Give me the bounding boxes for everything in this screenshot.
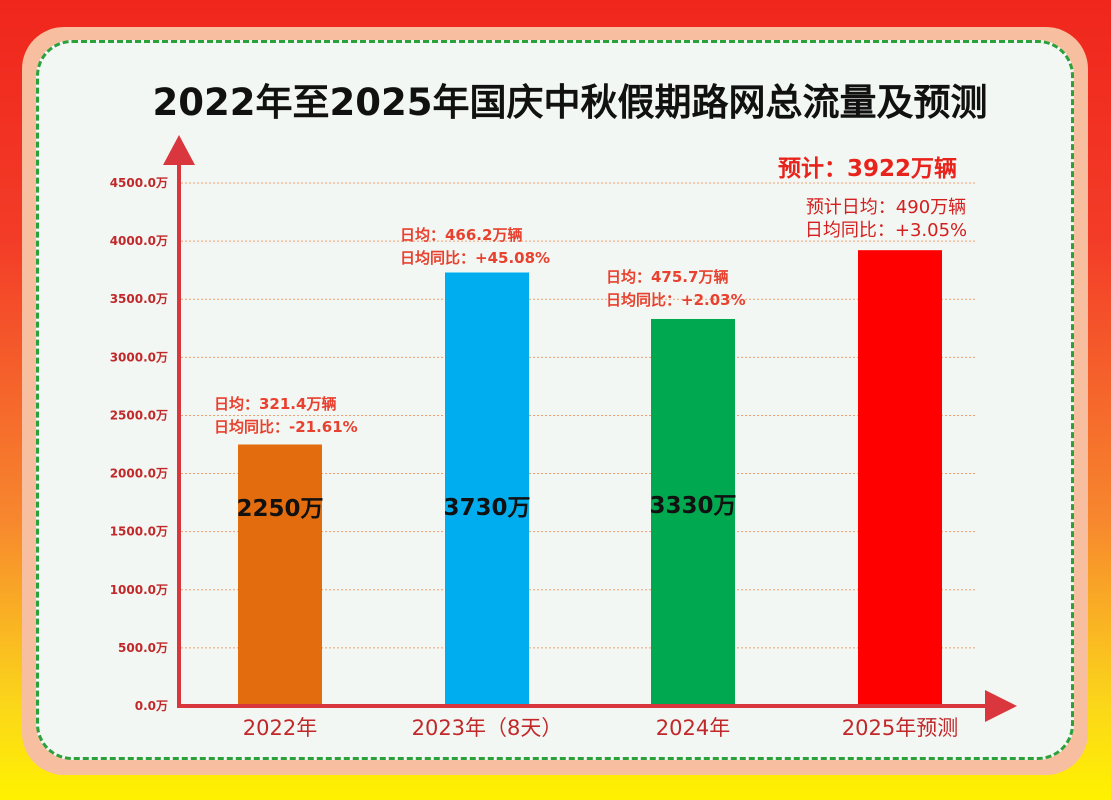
y-tick-label: 3000.0万 [110, 350, 168, 364]
y-tick-label: 500.0万 [118, 641, 168, 655]
y-tick-label: 4000.0万 [110, 234, 168, 248]
y-axis-arrowhead [163, 135, 195, 165]
annotation-yoy: 日均同比：+2.03% [606, 291, 746, 309]
x-tick-labels: 2022年 2023年（8天） 2024年 2025年预测 [243, 716, 958, 740]
x-tick-label: 2024年 [656, 716, 730, 740]
bars [238, 250, 942, 706]
x-tick-label: 2022年 [243, 716, 317, 740]
bar [858, 250, 942, 706]
data-label: 3330万 [649, 493, 736, 519]
value-labels: 2250万 3730万 3330万 [236, 493, 736, 522]
annotation-daily-avg: 预计日均：490万辆 [806, 197, 966, 218]
x-tick-label: 2025年预测 [842, 716, 958, 740]
bar [445, 272, 529, 706]
data-label: 2250万 [236, 496, 323, 522]
annotation-yoy: 日均同比：+45.08% [400, 249, 550, 267]
y-tick-label: 2000.0万 [110, 467, 168, 481]
axes [163, 135, 1017, 722]
annotation-daily-avg: 日均：466.2万辆 [400, 226, 522, 244]
bar [651, 318, 735, 706]
annotation-daily-avg: 日均：321.4万辆 [214, 395, 336, 413]
bar [238, 444, 322, 706]
x-tick-label: 2023年（8天） [412, 716, 563, 740]
annotation-yoy: 日均同比：+3.05% [805, 220, 967, 241]
annotation-daily-avg: 日均：475.7万辆 [606, 268, 728, 286]
data-label: 3730万 [443, 495, 530, 521]
y-tick-label: 1500.0万 [110, 525, 168, 539]
chart-title: 2022年至2025年国庆中秋假期路网总流量及预测 [152, 81, 988, 124]
y-tick-label: 3500.0万 [110, 292, 168, 306]
y-tick-label: 4500.0万 [110, 176, 168, 190]
y-tick-label: 0.0万 [135, 699, 168, 713]
forecast-headline: 预计：3922万辆 [778, 156, 957, 182]
x-axis-arrowhead [985, 690, 1017, 722]
y-tick-label: 2500.0万 [110, 408, 168, 422]
y-tick-labels: 0.0万 500.0万 1000.0万 1500.0万 2000.0万 2500.0万 30… [110, 176, 168, 713]
annotation-yoy: 日均同比：-21.61% [214, 418, 358, 436]
y-tick-label: 1000.0万 [110, 583, 168, 597]
